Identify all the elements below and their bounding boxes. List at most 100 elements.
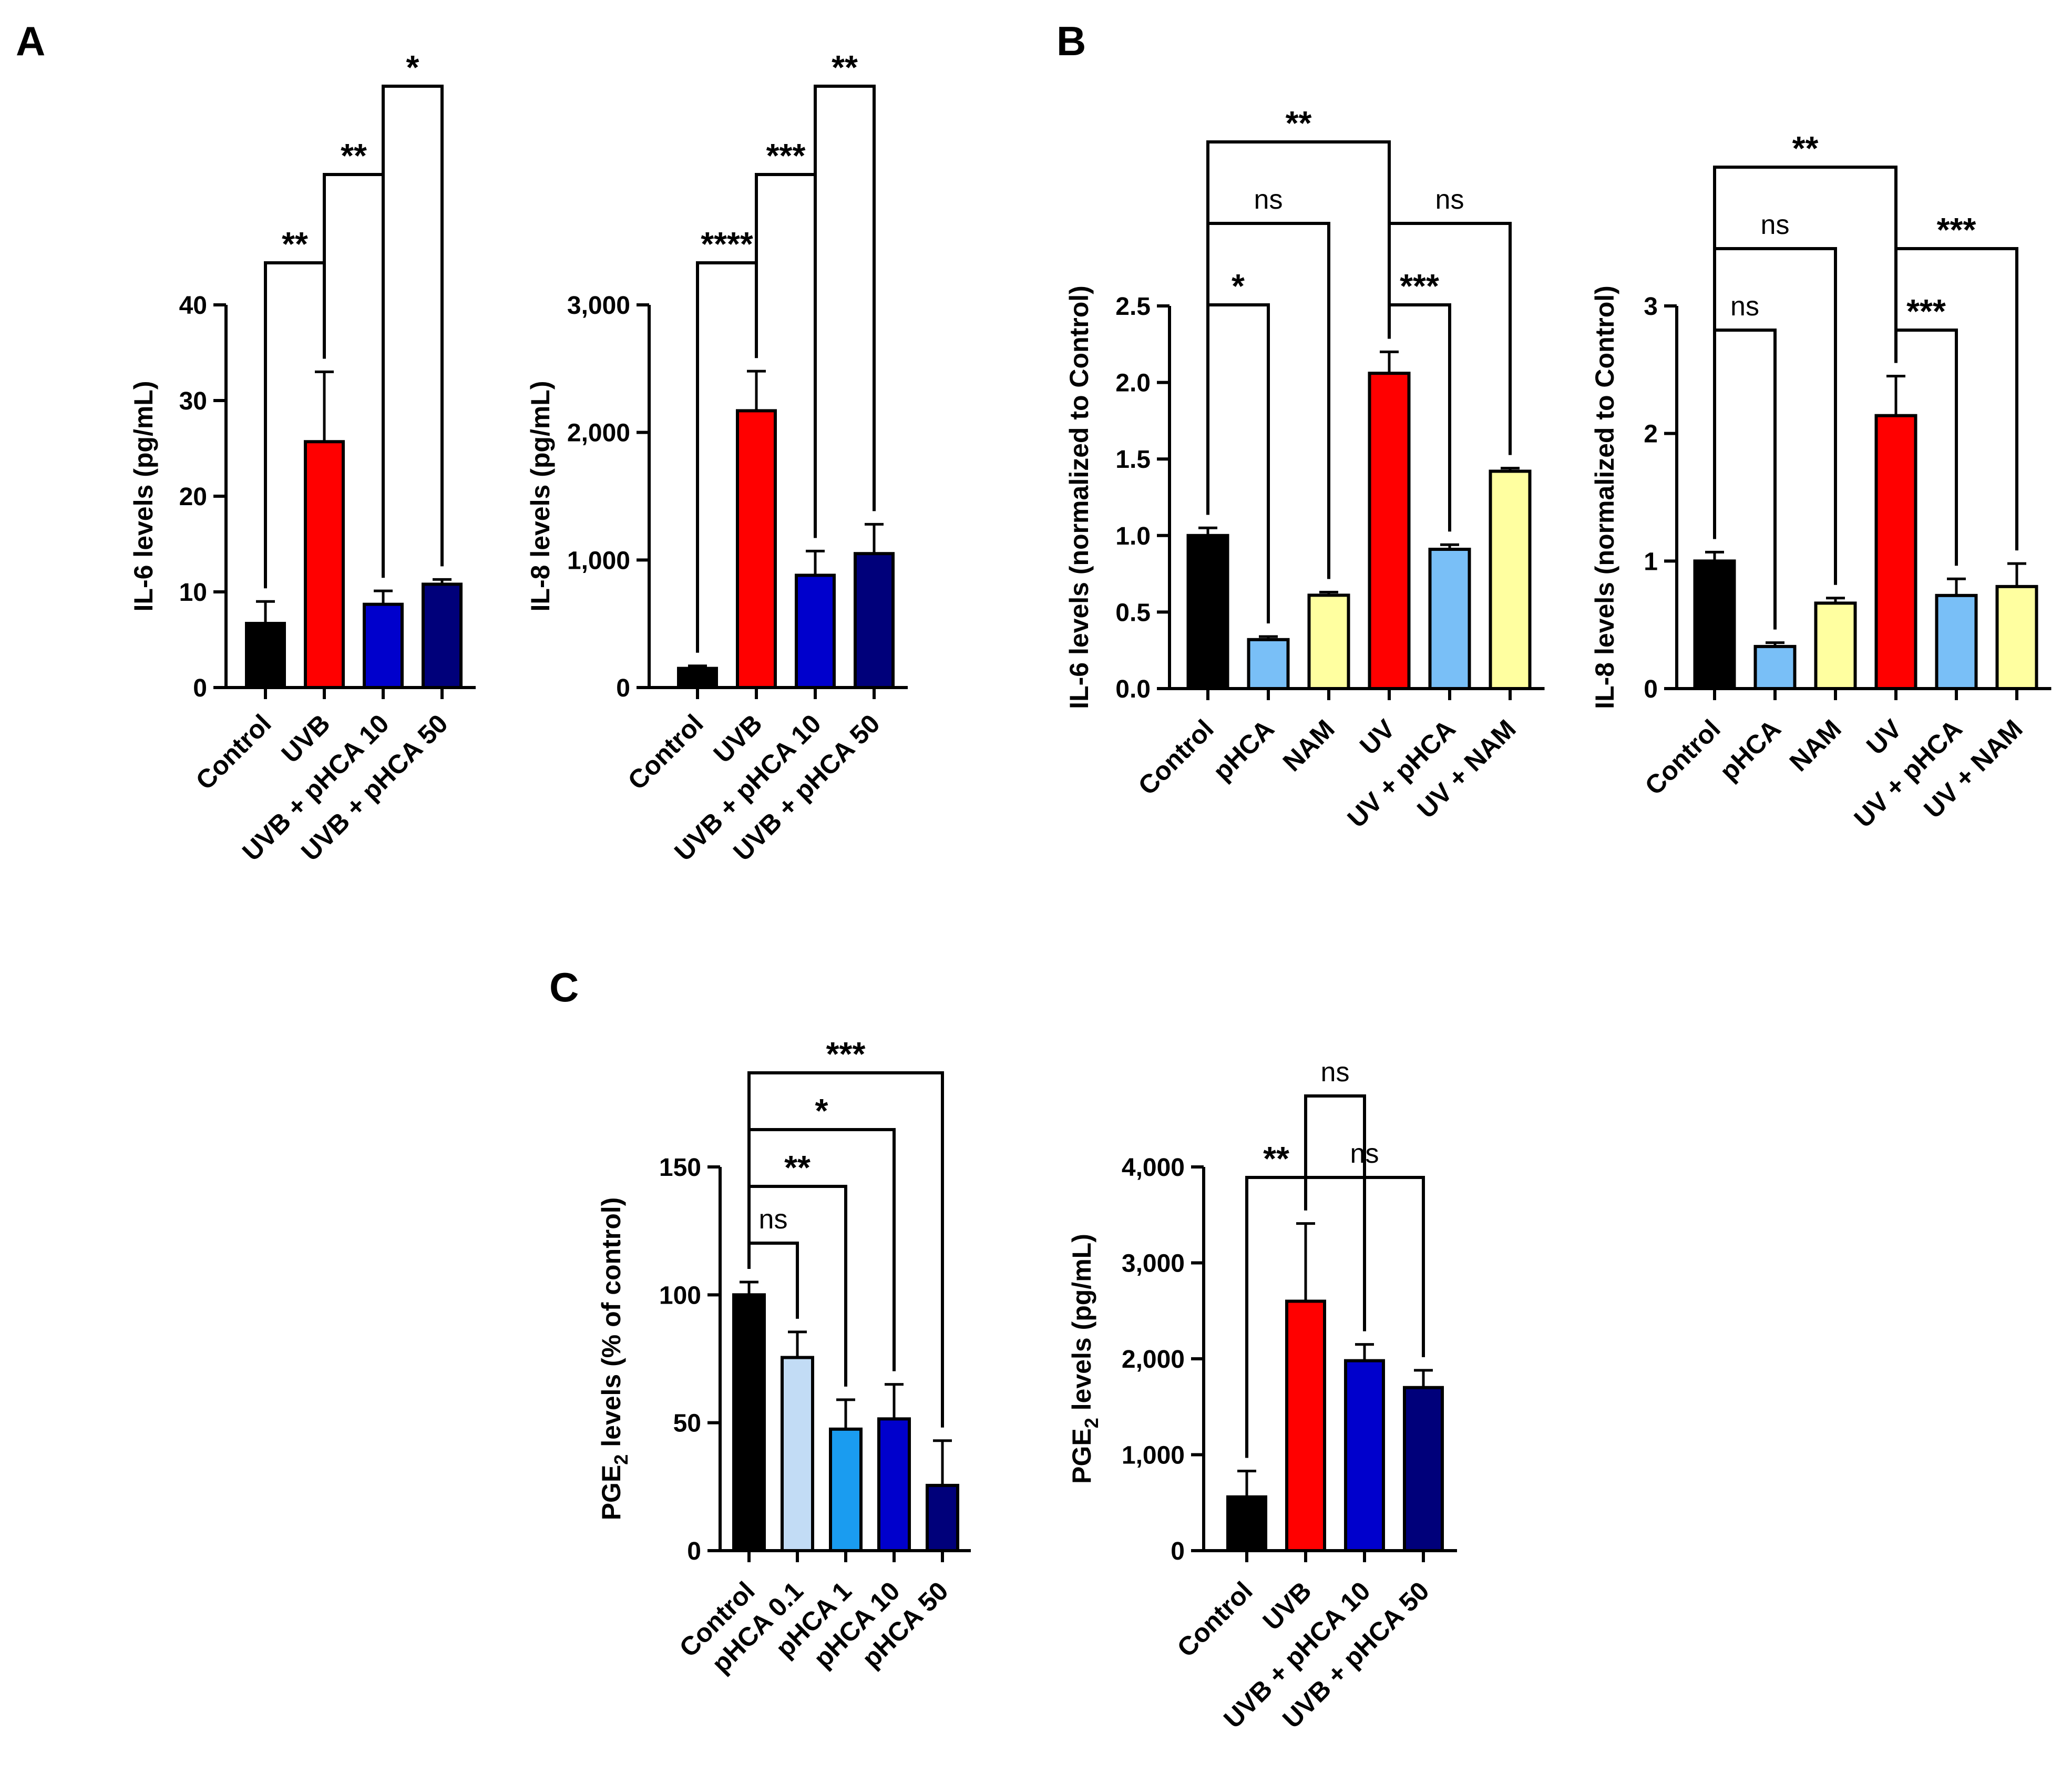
y-tick-label: 1.0 [1115, 522, 1151, 550]
significance-label: ** [784, 1149, 811, 1186]
y-tick-label: 2,000 [567, 419, 630, 447]
bar [781, 1356, 814, 1552]
bar [854, 552, 895, 689]
category-label: Control [1133, 714, 1219, 801]
y-tick-label: 4,000 [1122, 1154, 1185, 1182]
category-label: Control [1639, 714, 1726, 801]
significance-label: * [406, 48, 419, 86]
y-tick-label: 2.0 [1115, 370, 1151, 397]
panel-label-a: A [16, 18, 45, 64]
y-axis-title: PGE2 levels (% of control) [597, 1197, 632, 1521]
significance-bracket [747, 1128, 896, 1371]
significance-label: ns [1730, 291, 1759, 322]
bar [795, 573, 836, 690]
y-tick-label: 50 [673, 1410, 701, 1438]
bar [1489, 469, 1532, 690]
y-axis-title: IL-6 levels (normalized to Control) [1064, 285, 1094, 709]
category-label: UV [1354, 714, 1401, 761]
significance-bracket [1894, 247, 2018, 551]
category-label: Control [1172, 1576, 1258, 1663]
bar [422, 582, 463, 689]
y-axis-title: IL-8 levels (pg/mL) [526, 381, 555, 612]
y-tick-label: 0 [193, 674, 207, 702]
significance-label: ** [282, 225, 308, 263]
bar [1368, 372, 1411, 690]
category-label: Control [190, 709, 277, 795]
bar [1186, 534, 1229, 690]
y-axis-title: IL-8 levels (normalized to Control) [1590, 285, 1619, 709]
y-tick-label: 3,000 [567, 292, 630, 320]
y-tick-label: 100 [659, 1282, 701, 1309]
significance-bracket [1388, 222, 1512, 455]
y-tick-label: 1,000 [567, 547, 630, 575]
bar [732, 1293, 766, 1552]
category-label: pHCA [1207, 714, 1280, 786]
y-tick-label: 150 [659, 1154, 701, 1182]
significance-label: ** [1286, 104, 1312, 142]
y-tick-label: 0 [1171, 1538, 1185, 1565]
bar [677, 667, 718, 689]
significance-bracket [382, 85, 444, 578]
significance-label: ** [341, 137, 367, 175]
y-tick-label: 2.5 [1115, 293, 1151, 321]
bar [1428, 548, 1471, 691]
significance-label: ns [1254, 185, 1283, 215]
y-tick-label: 30 [179, 387, 207, 415]
bar [1753, 644, 1797, 691]
y-axis-title: PGE2 levels (pg/mL) [1067, 1234, 1102, 1484]
y-tick-label: 1,000 [1122, 1442, 1185, 1470]
y-tick-label: 2,000 [1122, 1346, 1185, 1374]
category-label: pHCA [1714, 714, 1787, 786]
significance-label: * [815, 1092, 828, 1130]
y-tick-label: 0.0 [1115, 675, 1151, 703]
bar [363, 602, 404, 690]
bar [1693, 559, 1736, 691]
significance-label: *** [1400, 267, 1439, 305]
bar [1403, 1386, 1444, 1552]
y-tick-label: 1.5 [1115, 446, 1151, 474]
y-tick-label: 0 [616, 674, 630, 702]
significance-label: *** [826, 1035, 866, 1073]
y-tick-label: 0.5 [1115, 599, 1151, 627]
panel-label-b: B [1056, 18, 1086, 64]
significance-label: ns [759, 1204, 788, 1235]
y-tick-label: 40 [179, 292, 207, 320]
bar [1344, 1359, 1385, 1552]
bar [1307, 593, 1350, 691]
significance-label: *** [1906, 292, 1946, 330]
y-tick-label: 3,000 [1122, 1250, 1185, 1278]
significance-label: ** [832, 48, 858, 86]
significance-bracket [814, 85, 876, 538]
significance-bracket [1206, 140, 1391, 515]
y-tick-label: 1 [1644, 548, 1658, 576]
bar [1247, 638, 1290, 691]
significance-bracket [1713, 166, 1897, 539]
significance-label: *** [1937, 211, 1976, 249]
y-tick-label: 0 [1644, 675, 1658, 703]
category-label: Control [622, 709, 709, 795]
y-tick-label: 0 [687, 1538, 701, 1565]
y-tick-label: 2 [1644, 421, 1658, 448]
bar [245, 622, 286, 690]
bar [1814, 601, 1857, 690]
y-tick-label: 20 [179, 483, 207, 511]
bar [1995, 585, 2038, 691]
significance-label: * [1232, 267, 1245, 305]
category-label: NAM [1784, 714, 1847, 777]
bar [1285, 1299, 1326, 1552]
bar [829, 1427, 863, 1552]
y-tick-label: 10 [179, 579, 207, 607]
bar [926, 1483, 959, 1552]
bar [877, 1417, 911, 1553]
y-axis-title: IL-6 levels (pg/mL) [129, 381, 158, 612]
bar [1935, 593, 1978, 691]
significance-label: ** [1792, 129, 1819, 167]
y-tick-label: 3 [1644, 293, 1658, 321]
significance-bracket [747, 1071, 944, 1428]
